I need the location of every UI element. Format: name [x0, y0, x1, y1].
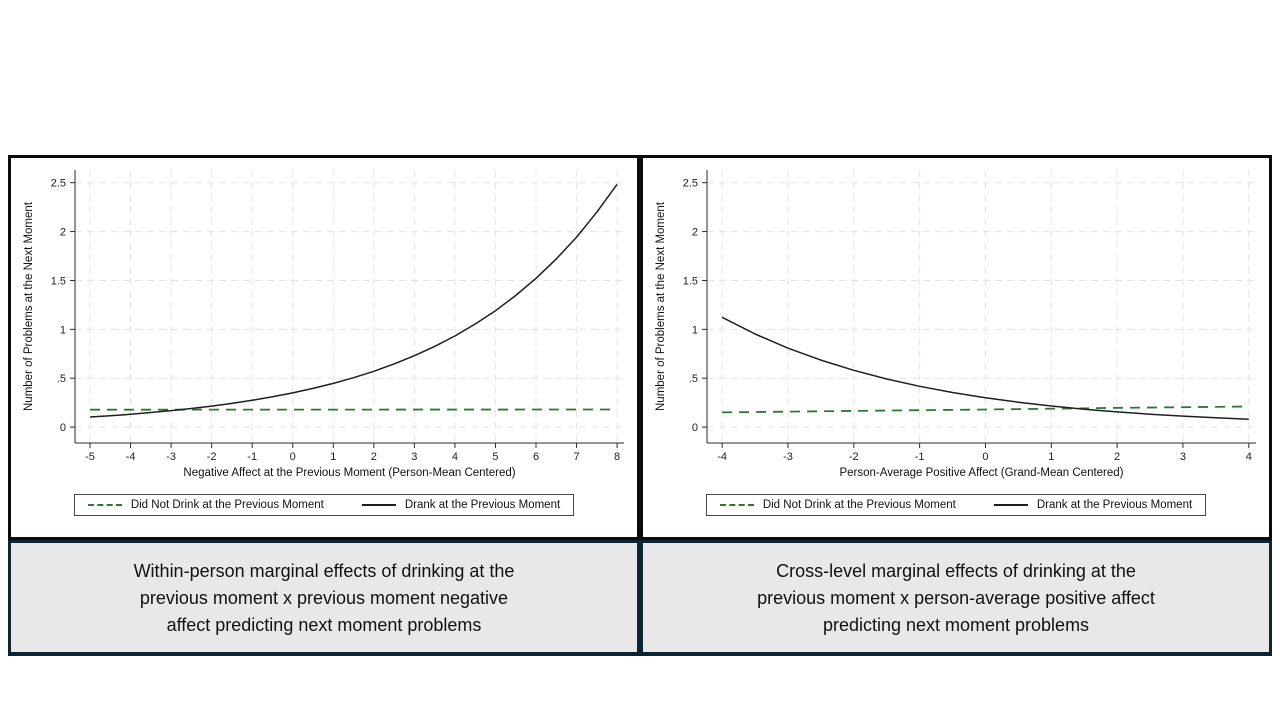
y-tick-label: 1.5	[51, 275, 66, 287]
y-axis-title: Number of Problems at the Next Moment	[655, 201, 667, 411]
right-caption: Cross-level marginal effects of drinking…	[640, 540, 1272, 656]
x-tick-label: 2	[1114, 451, 1120, 463]
series-line-solid	[89, 183, 618, 418]
x-tick-label: 3	[411, 451, 417, 463]
x-tick-label: -1	[915, 451, 925, 463]
y-tick-label: 2	[60, 227, 66, 239]
x-tick-label: 0	[982, 451, 988, 463]
x-tick-label: 5	[492, 451, 498, 463]
x-tick-label: -3	[166, 451, 176, 463]
x-tick-label: -2	[207, 451, 217, 463]
legend-dashed-line-sample	[87, 504, 122, 506]
x-axis-title: Negative Affect at the Previous Moment (…	[183, 467, 515, 479]
x-tick-label: 0	[290, 451, 296, 463]
x-tick-label: 3	[1180, 451, 1186, 463]
right-chart-panel: 0 .5 1 1.5 2 2.5 -4 -3 -2 -1 0 1 2 3 4 Person-Average P…	[640, 155, 1272, 540]
right-chart-legend: Did Not Drink at the Previous Moment Dra…	[705, 494, 1207, 516]
x-tick-label: 1	[330, 451, 336, 463]
caption-text: Cross-level marginal effects of drinking…	[757, 561, 1155, 635]
x-tick-label: 6	[533, 451, 539, 463]
x-tick-label: 7	[573, 451, 579, 463]
x-tick-label: 1	[1048, 451, 1054, 463]
x-tick-label: 4	[1246, 451, 1252, 463]
series-line-dashed	[722, 405, 1249, 414]
x-axis-title: Person-Average Positive Affect (Grand-Me…	[839, 467, 1123, 479]
x-tick-label: -1	[247, 451, 257, 463]
right-chart-canvas: 0 .5 1 1.5 2 2.5 -4 -3 -2 -1 0 1 2 3 4 Person-Average P…	[655, 170, 1256, 479]
y-tick-label: 1	[60, 324, 66, 336]
y-axis-title: Number of Problems at the Next Moment	[23, 201, 35, 411]
y-tick-label: .5	[689, 373, 698, 385]
legend-label-did-not-drink: Did Not Drink at the Previous Moment	[762, 499, 956, 511]
left-caption: Within-person marginal effects of drinki…	[8, 540, 640, 656]
legend-solid-line-sample	[993, 504, 1028, 506]
y-tick-label: .5	[57, 373, 66, 385]
figure-panel-grid: 0.5 1 1.5 2 2.5 -5 -4 -3 -2 -1 0 1 2 3 4 5 6 7 8 Negative A…	[8, 155, 1272, 656]
x-tick-label: 8	[614, 451, 620, 463]
y-tick-label: 0	[692, 422, 698, 434]
legend-label-drank: Drank at the Previous Moment	[404, 499, 561, 511]
x-tick-label: 4	[452, 451, 458, 463]
legend-label-drank: Drank at the Previous Moment	[1036, 499, 1193, 511]
legend-solid-line-sample	[361, 504, 396, 506]
left-chart-legend: Did Not Drink at the Previous Moment Dra…	[73, 494, 575, 516]
y-tick-label: 2.5	[683, 178, 698, 190]
x-tick-label: -4	[126, 451, 136, 463]
x-tick-label: 2	[371, 451, 377, 463]
y-tick-label: 2	[692, 227, 698, 239]
y-tick-label: 1.5	[683, 275, 698, 287]
legend-dashed-line-sample	[719, 504, 754, 506]
caption-text: Within-person marginal effects of drinki…	[133, 561, 515, 635]
x-tick-label: -4	[717, 451, 727, 463]
x-tick-label: -3	[783, 451, 793, 463]
y-tick-label: 2.5	[51, 178, 66, 190]
x-tick-label: -2	[849, 451, 859, 463]
legend-label-did-not-drink: Did Not Drink at the Previous Moment	[130, 499, 324, 511]
x-tick-label: -5	[85, 451, 95, 463]
y-tick-label: 0	[60, 422, 66, 434]
left-chart-canvas: 0 .5 1 1.5 2 2.5 -5 -4 -3 -2 -1 0 1 2 3 4 5 6 7 8 Negative A…	[23, 170, 624, 479]
series-line-solid	[721, 316, 1249, 420]
y-tick-label: 1	[692, 324, 698, 336]
left-chart-panel: 0 .5 1 1.5 2 2.5 -5 -4 -3 -2 -1 0 1 2 3 4 5 6 7 8 Negative A…	[8, 155, 640, 540]
